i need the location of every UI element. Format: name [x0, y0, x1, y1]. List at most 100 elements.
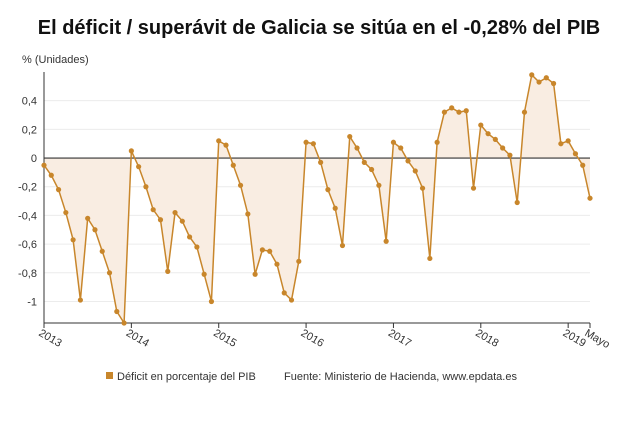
point — [208, 298, 215, 305]
point — [354, 145, 360, 151]
y-tick-label: -0,8 — [18, 268, 37, 280]
x-tick-label: 2018 — [473, 327, 500, 350]
point — [267, 248, 273, 254]
point — [63, 209, 69, 216]
y-tick-label: 0 — [31, 153, 37, 165]
point — [237, 182, 244, 188]
x-tick-label: 2014 — [124, 327, 151, 350]
x-tick-label: 2015 — [211, 327, 238, 350]
point — [470, 185, 477, 191]
legend: Déficit en porcentaje del PIB Fuente: Mi… — [106, 371, 517, 383]
point — [390, 139, 397, 145]
point — [114, 308, 120, 315]
point — [187, 234, 193, 240]
point — [500, 145, 506, 151]
y-tick-label: -0,4 — [18, 210, 37, 222]
point — [536, 79, 542, 85]
point — [558, 141, 564, 147]
point — [150, 207, 156, 213]
point — [463, 108, 469, 114]
point — [194, 244, 200, 250]
point — [441, 109, 447, 115]
x-tick-label: 2013 — [37, 327, 64, 350]
point — [92, 227, 98, 233]
point — [529, 72, 535, 78]
point — [216, 138, 222, 144]
point — [521, 109, 528, 115]
chart-title: El déficit / superávit de Galicia se sit… — [38, 17, 600, 39]
point — [143, 184, 149, 190]
point — [128, 148, 134, 154]
point — [383, 238, 389, 244]
point — [551, 80, 557, 87]
point — [99, 248, 105, 254]
point — [405, 158, 411, 164]
point — [339, 242, 346, 249]
x-tick-label: 2016 — [299, 327, 326, 350]
x-tick-label: Mayo — [583, 327, 612, 351]
legend-swatch — [106, 372, 113, 379]
point — [55, 187, 62, 193]
y-tick-label: 0,2 — [22, 124, 37, 136]
point — [398, 145, 404, 151]
point — [587, 195, 593, 201]
point — [288, 297, 295, 303]
point — [259, 247, 265, 253]
point — [274, 261, 280, 267]
point — [179, 218, 185, 224]
point — [70, 237, 76, 243]
point — [281, 290, 287, 296]
point — [157, 217, 164, 223]
point — [303, 139, 309, 145]
point — [492, 136, 498, 143]
point — [419, 185, 426, 191]
point — [136, 164, 142, 170]
point — [572, 151, 579, 157]
point — [369, 166, 375, 173]
y-tick-label: -1 — [27, 296, 37, 308]
point — [77, 297, 83, 303]
point — [252, 271, 258, 277]
point — [507, 152, 513, 158]
point — [318, 159, 324, 165]
point — [427, 255, 433, 262]
point — [48, 172, 54, 178]
y-tick-label: -0,6 — [18, 239, 37, 251]
point — [296, 258, 302, 264]
point — [376, 182, 382, 188]
point — [449, 105, 455, 111]
point — [41, 162, 47, 168]
point — [325, 187, 331, 193]
point — [121, 320, 127, 326]
point — [478, 122, 484, 128]
point — [456, 109, 462, 115]
point — [543, 75, 549, 81]
point — [347, 133, 353, 140]
area — [44, 74, 590, 324]
line — [43, 73, 591, 326]
point — [165, 268, 171, 274]
point — [580, 162, 586, 168]
x-tick-label: 2019 — [561, 327, 588, 350]
point — [514, 199, 520, 206]
source: Fuente: Ministerio de Hacienda, www.epda… — [284, 371, 517, 383]
point — [332, 205, 338, 211]
point — [310, 141, 316, 147]
y-axis-label: % (Unidades) — [22, 54, 89, 66]
point — [434, 139, 440, 145]
y-tick-label: 0,4 — [22, 96, 37, 108]
point — [485, 131, 491, 137]
point — [565, 138, 571, 144]
point — [85, 215, 91, 221]
point — [106, 270, 113, 276]
point — [412, 168, 418, 174]
point — [245, 211, 251, 217]
y-tick-label: -0,2 — [18, 182, 37, 194]
point — [223, 142, 229, 148]
legend-label: Déficit en porcentaje del PIB — [117, 371, 256, 383]
point — [201, 271, 207, 277]
point — [361, 159, 367, 165]
x-tick-label: 2017 — [386, 327, 413, 350]
point — [172, 209, 178, 216]
